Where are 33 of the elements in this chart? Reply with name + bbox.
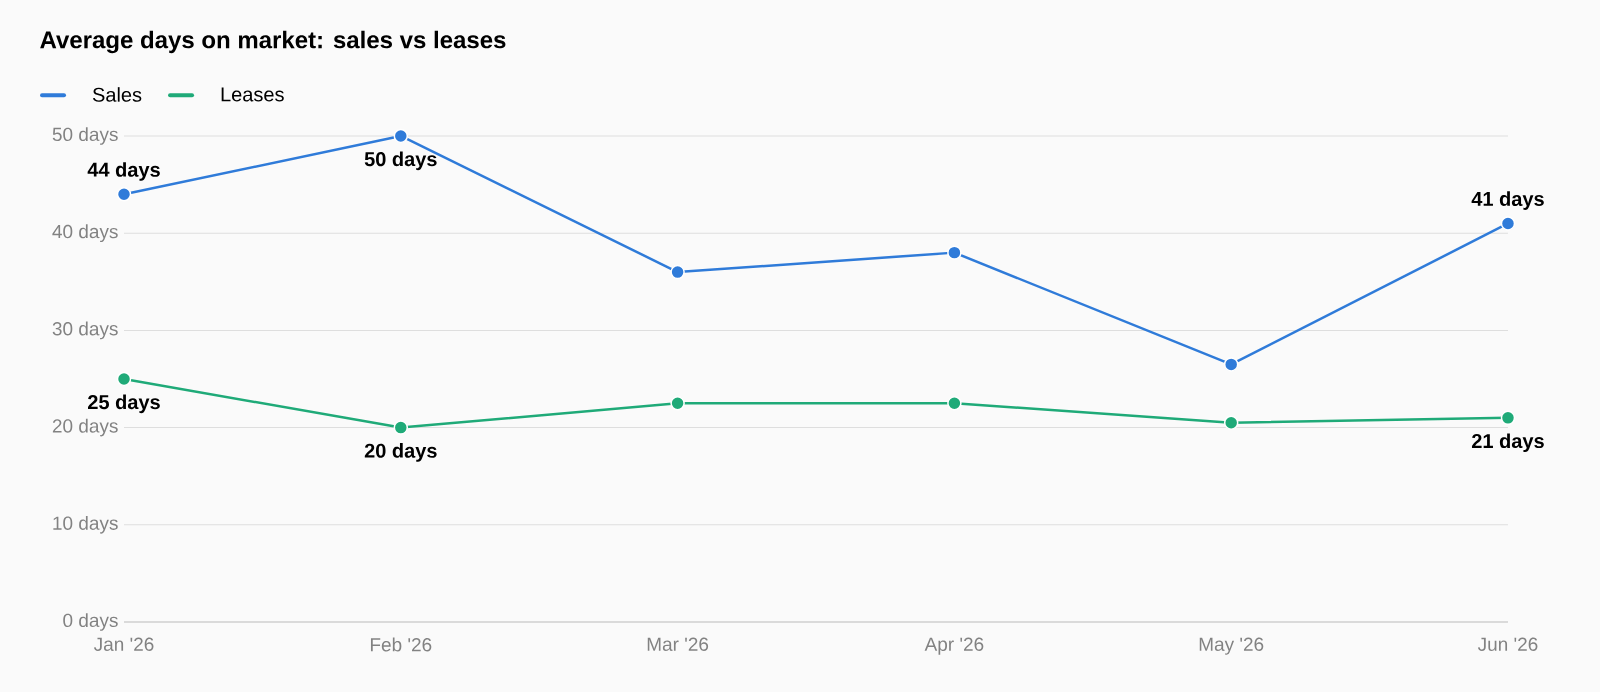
y-tick-label: 40 days bbox=[52, 224, 118, 243]
y-tick-label: 30 days bbox=[52, 321, 118, 340]
legend-label: Leases bbox=[221, 87, 284, 102]
y-tick-label: 50 days bbox=[52, 127, 118, 145]
x-tick-label: Jan '26 bbox=[93, 637, 154, 651]
data-label: 50 days bbox=[364, 151, 437, 171]
data-label: 21 days bbox=[1471, 433, 1544, 453]
point bbox=[393, 128, 409, 144]
point bbox=[1500, 410, 1516, 426]
point bbox=[393, 420, 409, 435]
point bbox=[947, 396, 962, 411]
data-label: 44 days bbox=[87, 162, 160, 181]
data-label: 20 days bbox=[364, 443, 437, 462]
point bbox=[1223, 357, 1239, 372]
x-tick-label: Feb '26 bbox=[370, 637, 432, 652]
y-tick-label: 0 days bbox=[63, 613, 118, 631]
data-label: 25 days bbox=[88, 394, 160, 414]
point bbox=[116, 187, 132, 202]
point bbox=[1223, 415, 1239, 430]
chart-title: Average days on market: sales vs leases bbox=[40, 30, 506, 54]
point bbox=[116, 371, 132, 387]
legend-label: Sales bbox=[92, 87, 142, 102]
point bbox=[670, 396, 685, 411]
x-tick-label: Mar '26 bbox=[647, 637, 709, 651]
x-tick-label: Jun '26 bbox=[1477, 637, 1538, 651]
point bbox=[670, 264, 685, 280]
x-tick-label: May '26 bbox=[1199, 637, 1264, 655]
point bbox=[1500, 216, 1516, 231]
point bbox=[947, 245, 962, 260]
y-tick-label: 10 days bbox=[53, 515, 118, 534]
y-tick-label: 20 days bbox=[52, 418, 118, 437]
data-label: 41 days bbox=[1471, 191, 1544, 210]
x-tick-label: Apr '26 bbox=[924, 637, 984, 655]
